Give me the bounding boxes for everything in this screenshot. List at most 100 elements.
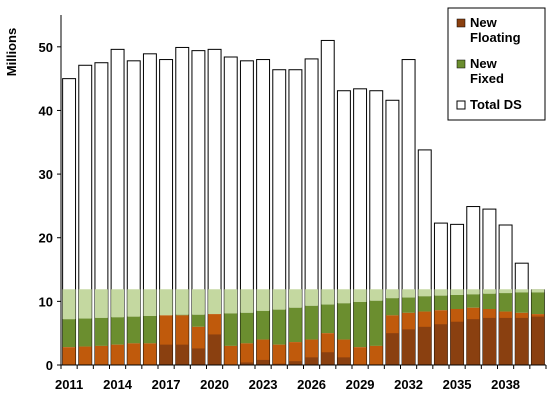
y-tick-label-20: 20 [39, 231, 53, 246]
bar-fixed-light-2015 [127, 289, 141, 317]
bar-fixed-light-2028 [337, 289, 351, 304]
bar-fixed-light-2037 [482, 289, 496, 294]
bar-fixed-light-2019 [191, 289, 205, 315]
bar-floating-dark-2031 [385, 333, 399, 365]
bar-fixed-2012 [78, 318, 92, 347]
bar-floating-2011 [62, 347, 76, 365]
bar-fixed-light-2016 [143, 289, 157, 316]
bar-fixed-light-2040 [531, 289, 545, 293]
bar-fixed-light-2020 [208, 289, 222, 315]
ticks-layer: 0 10 20 30 40 50 2011 2014 2017 2020 2023 2026 2029 2… [39, 40, 547, 392]
bar-fixed-2037 [482, 293, 496, 309]
y-tick-label-30: 30 [39, 167, 53, 182]
y-tick-label-10: 10 [39, 294, 53, 309]
bar-floating-dark-2019 [191, 348, 205, 365]
bar-fixed-2018 [175, 314, 189, 316]
bar-floating-dark-2039 [515, 317, 529, 365]
bar-fixed-light-2024 [272, 289, 286, 310]
legend-swatch-total [456, 100, 466, 110]
bar-fixed-2011 [62, 319, 76, 348]
bar-floating-dark-2020 [208, 334, 222, 365]
bar-floating-dark-2036 [466, 319, 480, 365]
y-tick-label-0: 0 [46, 358, 53, 373]
bar-fixed-2026 [305, 305, 319, 340]
bar-fixed-2021 [224, 313, 238, 346]
bar-fixed-light-2031 [385, 289, 399, 299]
bar-floating-2029 [353, 347, 367, 365]
x-tick-label-2020: 2020 [200, 377, 229, 392]
bar-floating-2012 [78, 346, 92, 365]
bar-fixed-2023 [256, 310, 270, 340]
bar-fixed-2032 [402, 297, 416, 313]
bar-floating-2022 [240, 343, 254, 365]
y-tick-label-50: 50 [39, 40, 53, 55]
bar-floating-dark-2038 [499, 317, 513, 365]
bar-fixed-light-2027 [321, 289, 335, 305]
bar-fixed-2039 [515, 292, 529, 313]
bar-fixed-light-2036 [466, 289, 480, 295]
bar-floating-dark-2034 [434, 324, 448, 365]
bar-floating-dark-2024 [272, 363, 286, 365]
x-tick-label-2032: 2032 [394, 377, 423, 392]
bar-floating-dark-2028 [337, 357, 351, 365]
bar-fixed-light-2011 [62, 289, 76, 320]
bar-fixed-light-2030 [369, 289, 383, 301]
legend-swatch-fixed [456, 59, 466, 69]
bar-floating-dark-2027 [321, 352, 335, 365]
bar-fixed-light-2023 [256, 289, 270, 311]
bar-fixed-light-2013 [94, 289, 108, 318]
x-tick-label-2011: 2011 [55, 377, 83, 392]
bars-layer [62, 39, 545, 366]
bar-floating-2030 [369, 345, 383, 365]
bar-floating-2014 [111, 344, 125, 365]
bar-floating-2021 [224, 345, 238, 365]
y-tick-label-40: 40 [39, 103, 53, 118]
bar-fixed-light-2029 [353, 289, 367, 302]
bar-fixed-light-2021 [224, 289, 238, 314]
bar-fixed-2034 [434, 295, 448, 311]
bar-fixed-2038 [499, 293, 513, 312]
bar-floating-dark-2026 [305, 357, 319, 365]
bar-fixed-light-2012 [78, 289, 92, 319]
bar-floating-2024 [272, 344, 286, 365]
bar-fixed-light-2039 [515, 289, 529, 293]
bar-fixed-light-2033 [418, 289, 432, 297]
bar-floating-2016 [143, 343, 157, 365]
x-tick-label-2029: 2029 [346, 377, 375, 392]
bar-floating-dark-2040 [531, 316, 545, 365]
bar-fixed-2030 [369, 300, 383, 346]
bar-fixed-2031 [385, 298, 399, 316]
bar-fixed-2036 [466, 294, 480, 308]
bar-floating-2025 [288, 342, 302, 365]
x-tick-label-2014: 2014 [103, 377, 133, 392]
bar-fixed-2024 [272, 309, 286, 345]
bar-floating-dark-2035 [450, 321, 464, 365]
bar-floating-dark-2017 [159, 344, 173, 365]
x-tick-label-2026: 2026 [297, 377, 326, 392]
bar-fixed-2040 [531, 292, 545, 315]
legend: New Floating New Fixed Total DS [447, 7, 546, 121]
bar-fixed-2025 [288, 307, 302, 343]
legend-label-floating: New Floating [470, 15, 521, 45]
bar-floating-dark-2037 [482, 317, 496, 365]
x-tick-label-2023: 2023 [249, 377, 278, 392]
bar-fixed-2019 [191, 314, 205, 327]
legend-label-fixed: New Fixed [470, 56, 504, 86]
bar-fixed-2029 [353, 302, 367, 348]
bar-fixed-light-2025 [288, 289, 302, 308]
x-tick-label-2038: 2038 [491, 377, 520, 392]
x-tick-label-2035: 2035 [443, 377, 472, 392]
bar-fixed-2027 [321, 304, 335, 334]
bar-fixed-light-2032 [402, 289, 416, 298]
bar-floating-dark-2023 [256, 359, 270, 365]
legend-label-total: Total DS [470, 97, 522, 112]
bar-floating-2023 [256, 339, 270, 365]
bar-floating-2013 [94, 345, 108, 365]
y-axis-title: Millions [4, 28, 19, 76]
bar-fixed-light-2035 [450, 289, 464, 295]
bar-fixed-2033 [418, 296, 432, 312]
bar-floating-2015 [127, 343, 141, 365]
x-tick-label-2017: 2017 [152, 377, 181, 392]
bar-floating-dark-2025 [288, 361, 302, 365]
